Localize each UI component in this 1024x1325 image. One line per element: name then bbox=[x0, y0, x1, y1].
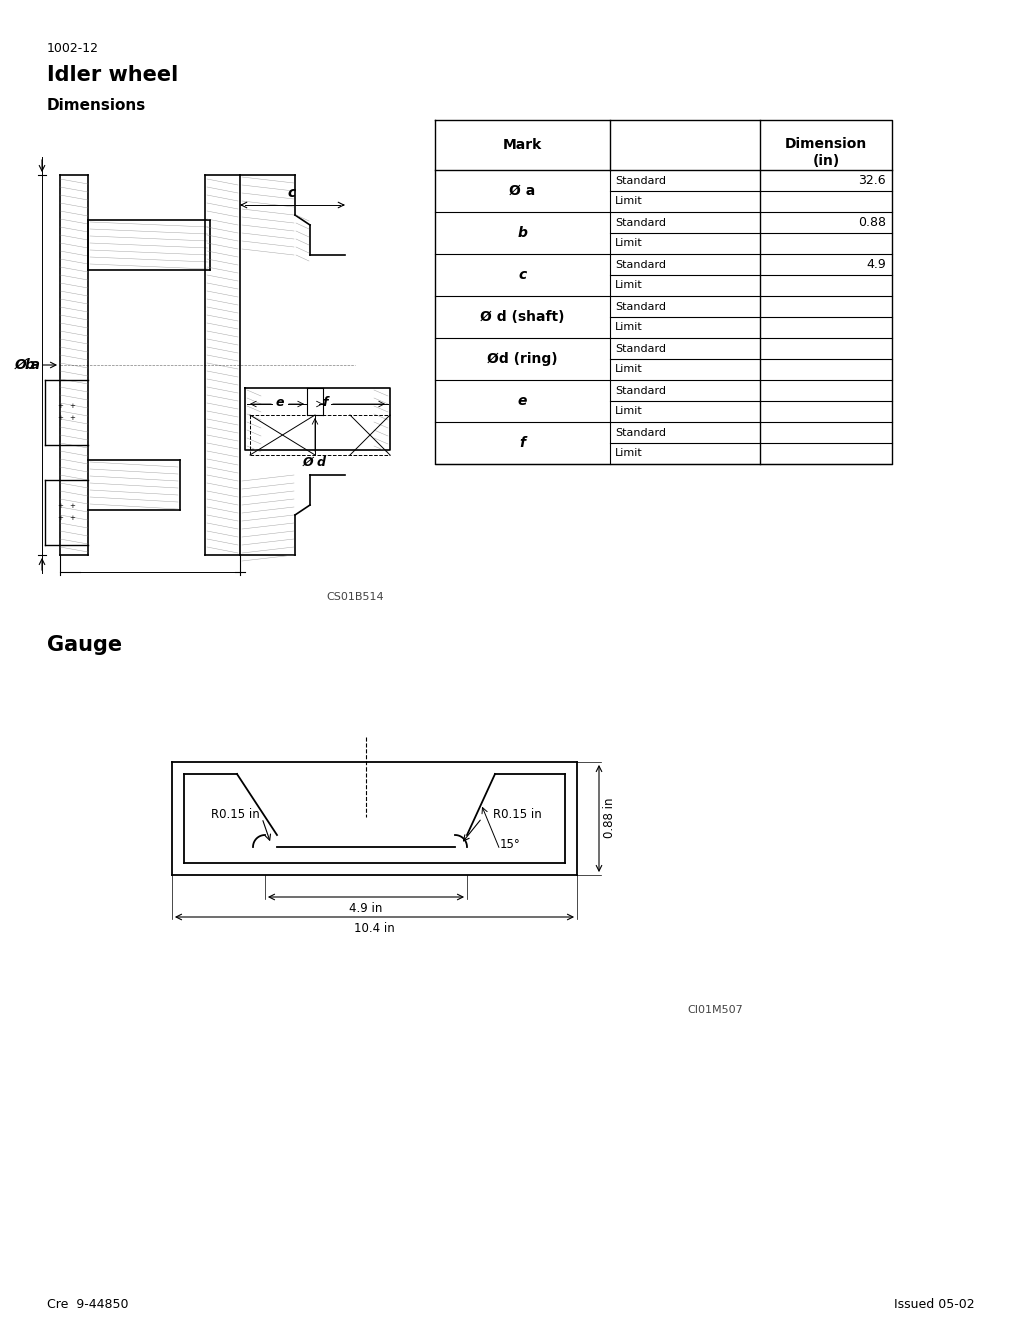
Text: Mark: Mark bbox=[503, 138, 542, 152]
Text: 0.88 in: 0.88 in bbox=[603, 798, 616, 839]
Text: +: + bbox=[57, 403, 62, 409]
Text: Gauge: Gauge bbox=[47, 635, 122, 655]
Text: +: + bbox=[69, 515, 75, 521]
Text: c: c bbox=[518, 268, 526, 282]
Text: Standard: Standard bbox=[615, 175, 666, 186]
Text: Limit: Limit bbox=[615, 196, 643, 207]
Text: f: f bbox=[519, 436, 525, 450]
Text: R0.15 in: R0.15 in bbox=[211, 808, 260, 822]
Text: Idler wheel: Idler wheel bbox=[47, 65, 178, 85]
Text: Standard: Standard bbox=[615, 302, 666, 311]
Text: Standard: Standard bbox=[615, 343, 666, 354]
Text: Standard: Standard bbox=[615, 428, 666, 437]
Text: 1002-12: 1002-12 bbox=[47, 42, 99, 56]
Text: 0.88: 0.88 bbox=[858, 216, 886, 229]
Text: Dimension: Dimension bbox=[784, 136, 867, 151]
Text: b: b bbox=[517, 227, 527, 240]
Text: Cre  9-44850: Cre 9-44850 bbox=[47, 1298, 128, 1310]
Text: Limit: Limit bbox=[615, 322, 643, 333]
Text: +: + bbox=[69, 504, 75, 509]
Text: 10.4 in: 10.4 in bbox=[353, 922, 394, 935]
Text: CI01M507: CI01M507 bbox=[687, 1004, 742, 1015]
Text: Standard: Standard bbox=[615, 260, 666, 269]
Text: +: + bbox=[57, 504, 62, 509]
Text: b: b bbox=[25, 358, 35, 372]
Text: R0.15 in: R0.15 in bbox=[494, 808, 542, 822]
Text: Standard: Standard bbox=[615, 386, 666, 395]
Text: +: + bbox=[57, 415, 62, 421]
Text: Limit: Limit bbox=[615, 448, 643, 458]
Text: Ød (ring): Ød (ring) bbox=[487, 352, 558, 366]
Text: 15°: 15° bbox=[500, 839, 521, 852]
Text: 32.6: 32.6 bbox=[858, 174, 886, 187]
Text: Issued 05-02: Issued 05-02 bbox=[894, 1298, 975, 1310]
Text: Ø a: Ø a bbox=[509, 184, 536, 197]
Text: Limit: Limit bbox=[615, 238, 643, 249]
Text: e: e bbox=[275, 395, 285, 408]
Text: Ø d (shaft): Ø d (shaft) bbox=[480, 310, 565, 325]
Text: c: c bbox=[288, 186, 296, 200]
Text: Dimensions: Dimensions bbox=[47, 98, 146, 113]
Text: f: f bbox=[323, 395, 328, 408]
Text: Limit: Limit bbox=[615, 407, 643, 416]
Text: CS01B514: CS01B514 bbox=[327, 592, 384, 602]
Text: Limit: Limit bbox=[615, 364, 643, 375]
Text: e: e bbox=[518, 394, 527, 408]
Text: +: + bbox=[69, 415, 75, 421]
Text: 4.9: 4.9 bbox=[866, 258, 886, 272]
Text: (in): (in) bbox=[812, 154, 840, 168]
Text: Ø a: Ø a bbox=[15, 358, 41, 372]
Text: Ø d: Ø d bbox=[303, 456, 327, 469]
Text: Limit: Limit bbox=[615, 281, 643, 290]
Text: 4.9 in: 4.9 in bbox=[349, 902, 383, 916]
Text: +: + bbox=[57, 515, 62, 521]
Text: +: + bbox=[69, 403, 75, 409]
Text: Standard: Standard bbox=[615, 217, 666, 228]
